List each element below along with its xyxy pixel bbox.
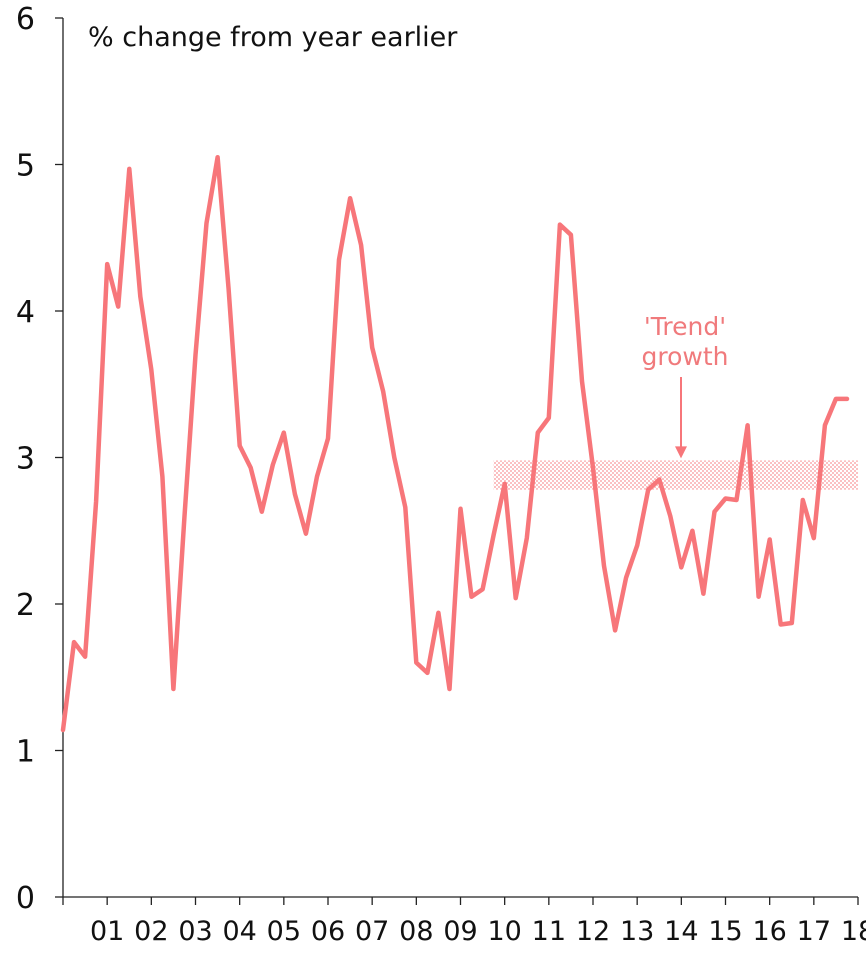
trend-growth-annotation: 'Trend' growth	[600, 312, 770, 372]
x-tick-label-10: 10	[487, 916, 521, 947]
y-tick-label-6: 6	[16, 2, 35, 37]
y-tick-label-2: 2	[16, 588, 35, 623]
x-tick-label-12: 12	[576, 916, 610, 947]
x-tick-label-06: 06	[311, 916, 345, 947]
x-tick-label-16: 16	[752, 916, 786, 947]
x-tick-label-13: 13	[620, 916, 654, 947]
y-tick-label-0: 0	[16, 881, 35, 916]
y-tick-label-3: 3	[16, 442, 35, 477]
y-tick-label-4: 4	[16, 295, 35, 330]
x-tick-label-05: 05	[267, 916, 301, 947]
y-tick-label-1: 1	[16, 735, 35, 770]
trend-label-line1: 'Trend'	[643, 312, 727, 341]
trend-label-line2: growth	[641, 342, 729, 371]
series-line	[60, 154, 850, 733]
x-tick-label-02: 02	[134, 916, 168, 947]
trend-growth-band	[493, 460, 858, 490]
x-tick-label-07: 07	[355, 916, 389, 947]
x-tick-label-08: 08	[399, 916, 433, 947]
x-tick-label-11: 11	[532, 916, 566, 947]
x-tick-label-01: 01	[90, 916, 124, 947]
y-axis-label: % change from year earlier	[88, 22, 458, 53]
x-tick-label-15: 15	[708, 916, 742, 947]
x-tick-label-04: 04	[222, 916, 256, 947]
x-tick-label-03: 03	[178, 916, 212, 947]
x-tick-label-17: 17	[797, 916, 831, 947]
x-tick-label-14: 14	[664, 916, 698, 947]
x-tick-label-09: 09	[443, 916, 477, 947]
y-tick-label-5: 5	[16, 149, 35, 184]
x-tick-label-18: 18	[841, 916, 866, 947]
trend-arrow-head	[675, 446, 687, 459]
